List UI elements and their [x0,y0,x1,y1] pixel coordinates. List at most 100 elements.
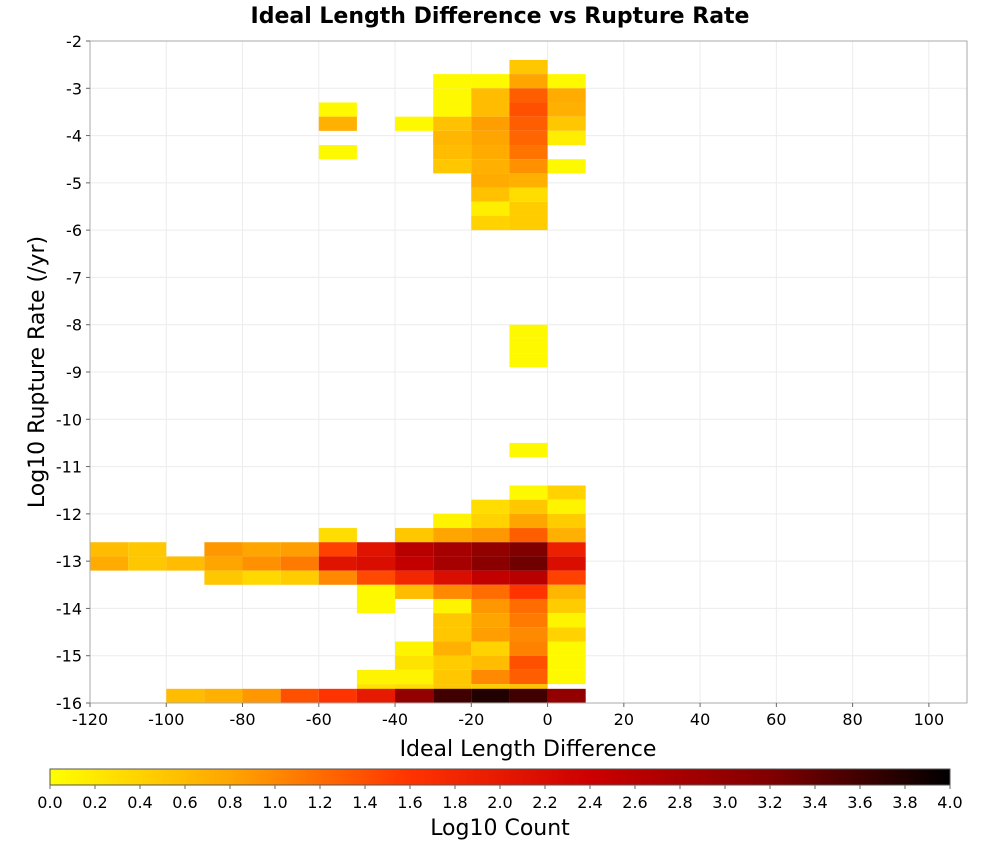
heatmap-cell [509,627,548,642]
colorbar-tick-label: 0.0 [37,793,62,812]
heatmap-cell [471,513,510,529]
heatmap-cell [433,513,472,529]
heatmap-cell [509,159,548,174]
colorbar-tick-label: 2.4 [577,793,602,812]
heatmap-cell [471,627,510,642]
colorbar-tick-label: 2.2 [532,793,557,812]
x-tick-label: 40 [690,710,710,729]
heatmap-cell [318,688,357,703]
heatmap-cell [547,669,586,685]
heatmap-cell [166,688,205,703]
heatmap-cell [242,556,281,571]
heatmap-cell [509,338,548,354]
heatmap-cell [395,542,434,557]
colorbar-tick-label: 0.8 [217,793,242,812]
heatmap-cell [509,173,548,188]
heatmap-cell [318,570,357,585]
heatmap-cell [433,669,472,685]
heatmap-cell [433,584,472,599]
heatmap-cell [356,669,396,685]
heatmap-cell [356,556,396,571]
heatmap-cell [509,556,548,571]
heatmap-cell [204,542,243,557]
heatmap-cell [433,88,472,103]
heatmap-cell [433,598,472,614]
heatmap-cell [471,74,510,89]
heatmap-cell [395,688,434,703]
heatmap-cell [471,130,510,146]
heatmap-cell [204,556,243,571]
heatmap-cell [471,102,510,117]
heatmap-cell [509,59,548,75]
heatmap-cell [471,499,510,514]
heatmap-cell [166,556,205,571]
heatmap-cell [242,542,281,557]
colorbar-tick-label: 0.4 [127,793,152,812]
heatmap-cell [547,584,586,599]
heatmap-cell [471,173,510,188]
heatmap-cell [471,613,510,628]
x-tick-label: -80 [229,710,255,729]
y-axis-ticks: -2 -3 -4 -5 -6 -7 -8 -9 -10 -11 -12 -13 -14 -15 -16 [56,32,90,713]
colorbar-tick-label: 4.0 [937,793,962,812]
y-tick-label: -6 [66,221,82,240]
heatmap-cell [395,655,434,670]
heatmap-cell [471,528,510,543]
x-tick-label: -60 [306,710,332,729]
y-tick-label: -16 [56,694,82,713]
heatmap-cell [471,88,510,103]
heatmap-cell [509,74,548,89]
heatmap-cell [471,669,510,685]
heatmap-cell [547,102,586,117]
x-axis-ticks: -120 -100 -80 -60 -40 -20 0 20 40 60 80 100 [72,703,944,729]
x-tick-label: 80 [842,710,862,729]
heatmap-cell [433,145,472,160]
y-tick-label: -2 [66,32,82,51]
y-tick-label: -10 [56,410,82,429]
heatmap-cell [509,485,548,500]
heatmap-cell [356,584,396,599]
heatmap-cell [204,688,243,703]
heatmap-cell [433,655,472,670]
heatmap-cell [433,688,472,703]
y-tick-label: -3 [66,79,82,98]
heatmap-cell [395,669,434,685]
heatmap-cell [547,159,586,174]
heatmap-cell [547,655,586,670]
heatmap-cell [318,102,357,117]
x-axis-label: Ideal Length Difference [400,737,657,762]
heatmap-cell [509,102,548,117]
heatmap-cell [547,74,586,89]
heatmap-cell [509,528,548,543]
heatmap-cell [509,145,548,160]
heatmap-cell [509,641,548,656]
colorbar-tick-label: 3.2 [757,793,782,812]
colorbar-ticks: 0.0 0.2 0.4 0.6 0.8 1.0 1.2 1.4 1.6 1.8 2.0 2.2 2.4 2… [37,785,963,812]
heatmap-cell [280,556,319,571]
x-tick-label: -100 [148,710,184,729]
heatmap-cell [433,130,472,146]
colorbar-tick-label: 2.0 [487,793,512,812]
heatmap-cell [509,669,548,685]
heatmap-cell [318,116,357,131]
y-tick-label: -8 [66,316,82,335]
heatmap-cell [547,130,586,146]
heatmap-cell [318,528,357,543]
heatmap-cell [242,688,281,703]
colorbar-tick-label: 3.8 [892,793,917,812]
heatmap-cell [90,542,129,557]
heatmap-cell [433,641,472,656]
x-tick-label: 0 [542,710,552,729]
heatmap-cell [509,542,548,557]
heatmap-cell [471,641,510,656]
heatmap-cell [433,102,472,117]
heatmap-cell [509,442,548,458]
heatmap-cell [318,556,357,571]
heatmap-cell [509,499,548,514]
heatmap-cell [433,627,472,642]
heatmap-cell [509,324,548,339]
y-tick-label: -9 [66,363,82,382]
heatmap-cell [509,201,548,216]
heatmap-cell [509,598,548,614]
